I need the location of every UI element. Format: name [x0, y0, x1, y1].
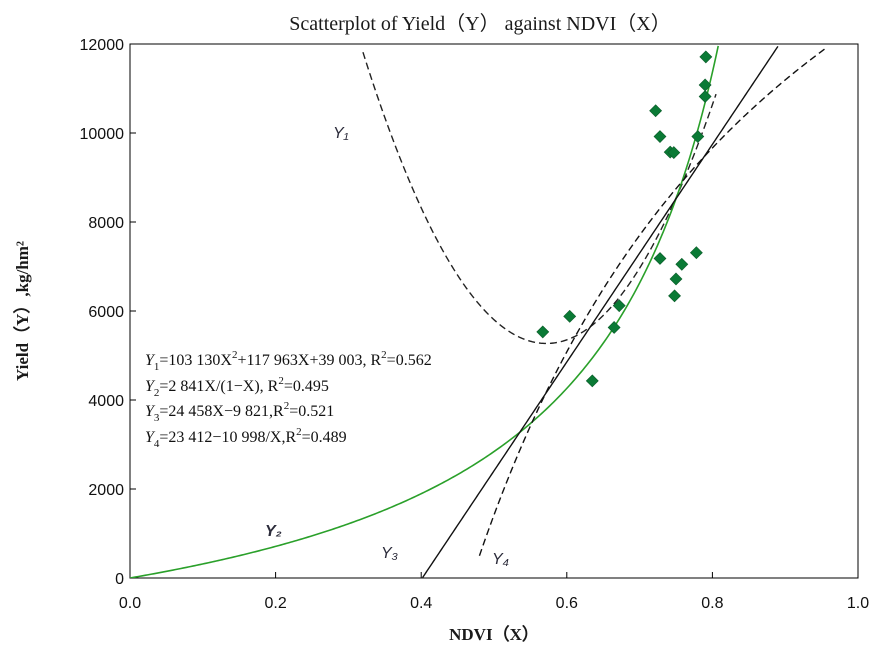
curve-label: Y₄: [492, 551, 509, 568]
data-point: [585, 374, 599, 388]
y-tick-label: 10000: [80, 126, 125, 143]
x-tick-label: 0.4: [410, 595, 432, 612]
x-tick-label: 0.2: [264, 595, 286, 612]
data-point: [536, 325, 550, 339]
curve-ratio: [130, 45, 720, 578]
data-point: [689, 246, 703, 260]
curve-labels: Y₁ Y₂ Y₃ Y₄: [265, 125, 509, 568]
y-tick-label: 2000: [88, 482, 124, 499]
data-point: [563, 309, 577, 323]
data-point: [653, 252, 667, 265]
y-tick-label: 4000: [88, 393, 124, 410]
equation-4: Y4=23 412−10 998/X,R2=0.489: [145, 426, 347, 450]
chart-title: Scatterplot of Yield（Y） against NDVI（X）: [289, 12, 670, 35]
curve-quadratic: [362, 52, 717, 345]
y-axis: 0 2000 4000 6000 8000 10000 12000: [80, 37, 136, 588]
data-point: [675, 257, 689, 271]
x-tick-label: 0.0: [119, 595, 141, 612]
y-tick-label: 0: [115, 571, 124, 588]
x-axis-label: NDVI（X）: [449, 624, 539, 644]
y-tick-label: 6000: [88, 304, 124, 321]
data-point: [607, 321, 621, 334]
data-point: [668, 289, 681, 303]
data-point: [698, 78, 712, 92]
data-point: [669, 272, 683, 286]
x-axis: 0.0 0.2 0.4 0.6 0.8 1.0: [119, 572, 869, 612]
data-point: [612, 299, 626, 313]
fitted-curves: [130, 45, 826, 578]
equation-1: Y1=103 130X2+117 963X+39 003, R2=0.562: [145, 349, 432, 373]
x-tick-label: 1.0: [847, 595, 869, 612]
data-point: [698, 90, 712, 103]
curve-label: Y₂: [265, 523, 282, 540]
curve-label: Y₁: [333, 125, 349, 142]
y-tick-label: 12000: [80, 37, 125, 54]
data-point: [667, 146, 681, 160]
equation-2: Y2=2 841X/(1−X), R2=0.495: [145, 375, 329, 399]
plot-area-frame: [129, 43, 859, 579]
y-tick-label: 8000: [88, 215, 124, 232]
x-tick-label: 0.6: [556, 595, 578, 612]
curve-reciprocal: [478, 48, 826, 556]
data-point: [699, 50, 713, 64]
data-point: [691, 130, 705, 143]
equation-3: Y3=24 458X−9 821,R2=0.521: [145, 400, 334, 424]
x-tick-label: 0.8: [701, 595, 723, 612]
regression-equations: Y1=103 130X2+117 963X+39 003, R2=0.562Y2…: [145, 349, 432, 450]
curve-linear: [422, 45, 779, 578]
data-points: [536, 50, 713, 388]
data-point: [649, 104, 663, 118]
y-axis-label: Yield（Y）,kg/hm²: [12, 241, 32, 381]
curve-label: Y₃: [381, 545, 398, 562]
data-point: [653, 130, 667, 143]
